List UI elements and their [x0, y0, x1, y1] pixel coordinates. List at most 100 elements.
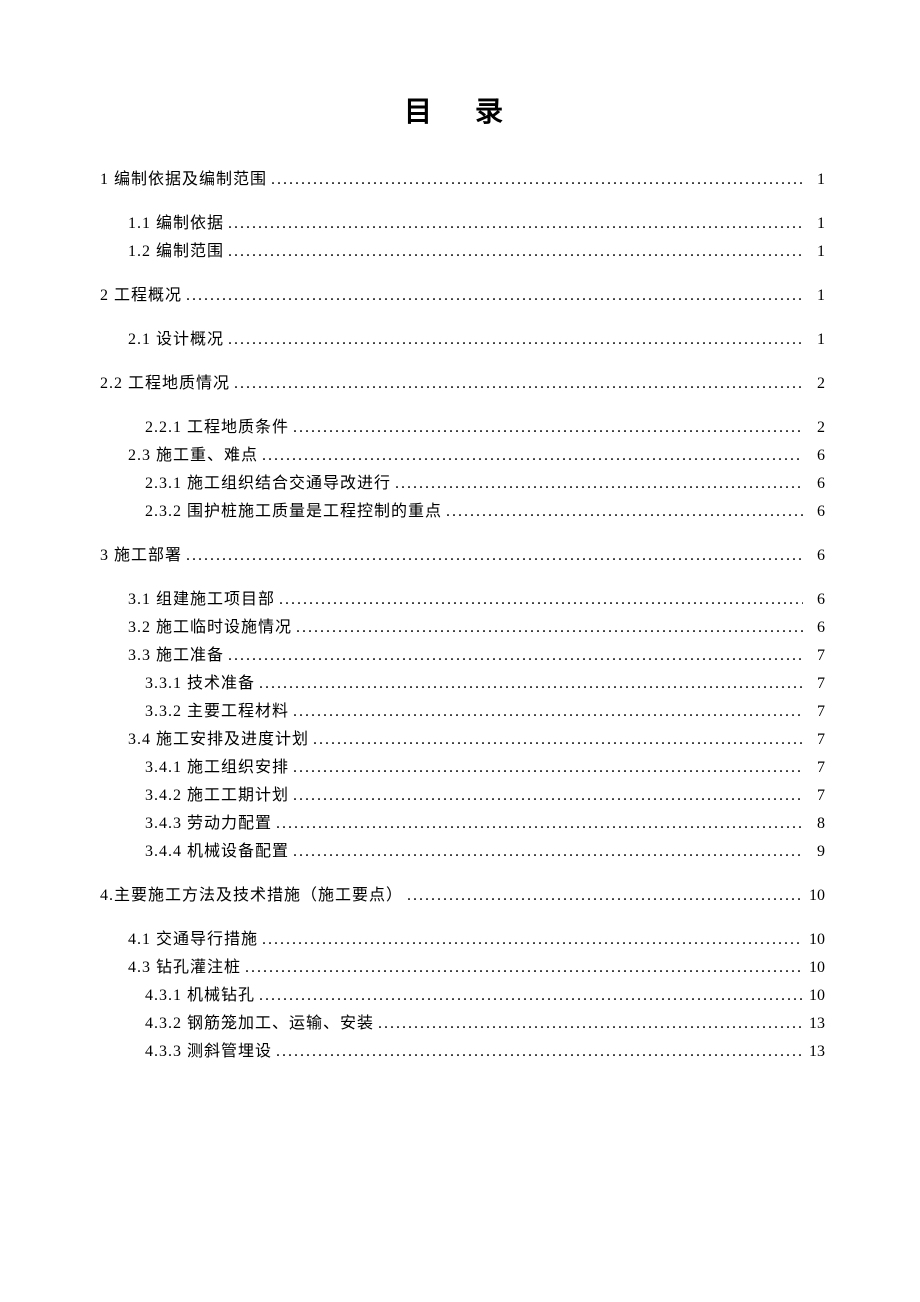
toc-label: 4.3.3 测斜管埋设: [145, 1044, 272, 1060]
toc-entry-3-4-2: 3.4.2 施工工期计划 7: [145, 788, 825, 804]
toc-page: 6: [807, 620, 825, 636]
toc-leader: [228, 332, 803, 348]
toc-leader: [293, 420, 803, 436]
toc-entry-2-3: 2.3 施工重、难点 6: [128, 448, 825, 464]
toc-label: 3.3 施工准备: [128, 648, 224, 664]
toc-page: 13: [807, 1044, 825, 1060]
toc-label: 2.2 工程地质情况: [100, 376, 230, 392]
toc-leader: [293, 760, 803, 776]
toc-leader: [259, 988, 803, 1004]
toc-label: 3.3.1 技术准备: [145, 676, 255, 692]
toc-leader: [186, 548, 803, 564]
toc-entry-2-2-1: 2.2.1 工程地质条件 2: [145, 420, 825, 436]
toc-page: 10: [807, 932, 825, 948]
toc-label: 4.3 钻孔灌注桩: [128, 960, 241, 976]
toc-page: 2: [807, 376, 825, 392]
toc-entry-4-3-2: 4.3.2 钢筋笼加工、运输、安装 13: [145, 1016, 825, 1032]
toc-leader: [228, 648, 803, 664]
toc-page: 7: [807, 788, 825, 804]
toc-page: 2: [807, 420, 825, 436]
toc-leader: [271, 172, 803, 188]
toc-leader: [245, 960, 803, 976]
toc-label: 1.1 编制依据: [128, 216, 224, 232]
toc-page: 1: [807, 332, 825, 348]
toc-entry-3-4-4: 3.4.4 机械设备配置 9: [145, 844, 825, 860]
toc-leader: [259, 676, 803, 692]
toc-page: 7: [807, 760, 825, 776]
toc-label: 3.4 施工安排及进度计划: [128, 732, 309, 748]
toc-leader: [378, 1016, 803, 1032]
toc-entry-3: 3 施工部署 6: [100, 548, 825, 564]
toc-label: 3 施工部署: [100, 548, 182, 564]
toc-entry-4-3-1: 4.3.1 机械钻孔 10: [145, 988, 825, 1004]
toc-entry-3-3-1: 3.3.1 技术准备 7: [145, 676, 825, 692]
toc-entry-2-2: 2.2 工程地质情况 2: [100, 376, 825, 392]
toc-page: 6: [807, 476, 825, 492]
toc-leader: [228, 244, 803, 260]
toc-label: 3.3.2 主要工程材料: [145, 704, 289, 720]
toc-leader: [296, 620, 803, 636]
toc-leader: [395, 476, 803, 492]
toc-label: 4.1 交通导行措施: [128, 932, 258, 948]
toc-label: 3.4.2 施工工期计划: [145, 788, 289, 804]
toc-leader: [293, 844, 803, 860]
toc-page: 10: [807, 888, 825, 904]
toc-page: 7: [807, 676, 825, 692]
toc-leader: [313, 732, 803, 748]
toc-leader: [186, 288, 803, 304]
toc-entry-2: 2 工程概况 1: [100, 288, 825, 304]
toc-leader: [279, 592, 803, 608]
toc-page: 8: [807, 816, 825, 832]
toc-label: 4.主要施工方法及技术措施（施工要点）: [100, 888, 403, 904]
toc-page: 1: [807, 244, 825, 260]
toc-entry-4-3: 4.3 钻孔灌注桩 10: [128, 960, 825, 976]
toc-title: 目 录: [100, 90, 825, 130]
toc-page: 6: [807, 504, 825, 520]
toc-label: 2 工程概况: [100, 288, 182, 304]
toc-leader: [276, 1044, 803, 1060]
toc-entry-4: 4.主要施工方法及技术措施（施工要点） 10: [100, 888, 825, 904]
toc-leader: [293, 788, 803, 804]
toc-entry-4-1: 4.1 交通导行措施 10: [128, 932, 825, 948]
toc-page: 1: [807, 288, 825, 304]
toc-page: 6: [807, 448, 825, 464]
toc-leader: [228, 216, 803, 232]
toc-entry-3-3: 3.3 施工准备 7: [128, 648, 825, 664]
toc-label: 3.4.1 施工组织安排: [145, 760, 289, 776]
toc-page: 1: [807, 172, 825, 188]
toc-label: 3.4.3 劳动力配置: [145, 816, 272, 832]
toc-page: 9: [807, 844, 825, 860]
toc-label: 2.1 设计概况: [128, 332, 224, 348]
toc-leader: [446, 504, 803, 520]
toc-leader: [293, 704, 803, 720]
toc-label: 4.3.2 钢筋笼加工、运输、安装: [145, 1016, 374, 1032]
toc-entry-1-2: 1.2 编制范围 1: [128, 244, 825, 260]
toc-label: 1.2 编制范围: [128, 244, 224, 260]
toc-leader: [276, 816, 803, 832]
toc-page: 6: [807, 592, 825, 608]
toc-container: 1 编制依据及编制范围 1 1.1 编制依据 1 1.2 编制范围 1 2 工程…: [100, 172, 825, 1060]
toc-entry-2-1: 2.1 设计概况 1: [128, 332, 825, 348]
toc-entry-3-3-2: 3.3.2 主要工程材料 7: [145, 704, 825, 720]
toc-label: 3.1 组建施工项目部: [128, 592, 275, 608]
toc-label: 3.2 施工临时设施情况: [128, 620, 292, 636]
toc-page: 6: [807, 548, 825, 564]
toc-entry-2-3-1: 2.3.1 施工组织结合交通导改进行 6: [145, 476, 825, 492]
toc-entry-4-3-3: 4.3.3 测斜管埋设 13: [145, 1044, 825, 1060]
toc-label: 2.3.1 施工组织结合交通导改进行: [145, 476, 391, 492]
toc-label: 2.2.1 工程地质条件: [145, 420, 289, 436]
toc-label: 1 编制依据及编制范围: [100, 172, 267, 188]
toc-leader: [407, 888, 803, 904]
toc-label: 4.3.1 机械钻孔: [145, 988, 255, 1004]
toc-entry-3-4: 3.4 施工安排及进度计划 7: [128, 732, 825, 748]
toc-page: 13: [807, 1016, 825, 1032]
toc-entry-1: 1 编制依据及编制范围 1: [100, 172, 825, 188]
toc-entry-3-2: 3.2 施工临时设施情况 6: [128, 620, 825, 636]
toc-label: 2.3 施工重、难点: [128, 448, 258, 464]
toc-page: 10: [807, 960, 825, 976]
toc-entry-3-4-3: 3.4.3 劳动力配置 8: [145, 816, 825, 832]
toc-leader: [262, 932, 803, 948]
toc-label: 2.3.2 围护桩施工质量是工程控制的重点: [145, 504, 442, 520]
toc-page: 7: [807, 704, 825, 720]
toc-label: 3.4.4 机械设备配置: [145, 844, 289, 860]
